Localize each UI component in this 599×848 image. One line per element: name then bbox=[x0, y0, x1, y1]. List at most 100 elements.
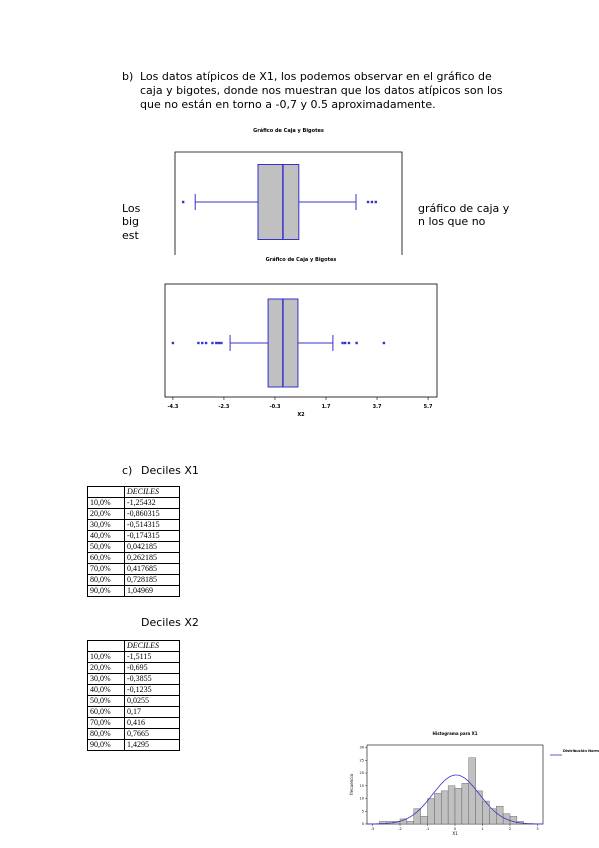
x-tick-label: 2 bbox=[509, 827, 511, 831]
table-row: 60,0% 0,262185 bbox=[87, 552, 180, 564]
histogram-bar bbox=[447, 785, 456, 825]
header-cell bbox=[87, 486, 125, 498]
table-row: 20,0% -0,695 bbox=[87, 662, 180, 674]
table-cell: 1,4295 bbox=[124, 739, 180, 751]
table-cell: 0,17 bbox=[124, 706, 180, 718]
outlier bbox=[374, 200, 377, 204]
y-tick-label: 5 bbox=[362, 809, 364, 813]
paragraph-line: Los datos atípicos de X1, los podemos ob… bbox=[140, 70, 492, 83]
outlier bbox=[343, 341, 347, 345]
section-title: Deciles X1 bbox=[141, 464, 199, 477]
table-row: 90,0% 1,4295 bbox=[87, 739, 180, 751]
table-cell: 90,0% bbox=[87, 739, 125, 751]
table-cell: 60,0% bbox=[87, 552, 125, 564]
legend-label: Distribución Normal bbox=[563, 749, 599, 753]
outlier bbox=[217, 341, 221, 345]
y-tick-label: 10 bbox=[360, 797, 364, 801]
normal-curve bbox=[367, 774, 544, 825]
y-tick-label: 20 bbox=[360, 771, 364, 775]
table-cell: 0,416 bbox=[124, 717, 180, 729]
table-cell: -0,174315 bbox=[124, 530, 180, 542]
histogram-bar bbox=[454, 788, 463, 825]
text-fragment: est bbox=[122, 229, 139, 242]
x-tick-label: -0.3 bbox=[270, 404, 281, 410]
histogram-bar bbox=[406, 821, 414, 825]
x-tick-label: 5.7 bbox=[424, 404, 433, 410]
table-row: 40,0% -0,1235 bbox=[87, 684, 180, 696]
table-cell: 0,7665 bbox=[124, 728, 180, 740]
header-row: DECILES bbox=[87, 640, 180, 652]
table-cell: -1,5115 bbox=[124, 651, 180, 663]
table-cell: 60,0% bbox=[87, 706, 125, 718]
header-cell bbox=[87, 640, 125, 652]
table-cell: -0,3855 bbox=[124, 673, 180, 685]
histogram-bar bbox=[475, 790, 483, 825]
table-cell: 80,0% bbox=[87, 728, 125, 740]
table-row: 30,0% -0,514315 bbox=[87, 519, 180, 531]
y-tick-label: 0 bbox=[362, 822, 364, 826]
histogram-bar bbox=[509, 816, 518, 825]
table-cell: 90,0% bbox=[87, 585, 125, 597]
table-cell: 20,0% bbox=[87, 508, 125, 520]
table-cell: -0,1235 bbox=[124, 684, 180, 696]
outlier bbox=[220, 341, 223, 345]
outlier bbox=[181, 200, 185, 204]
outlier bbox=[382, 341, 386, 345]
table-cell: 10,0% bbox=[87, 497, 125, 509]
table-row: 70,0% 0,417685 bbox=[87, 563, 180, 575]
x-tick-label: 3 bbox=[536, 827, 538, 831]
outlier bbox=[347, 341, 351, 345]
outlier bbox=[201, 341, 204, 345]
histogram-bar bbox=[441, 790, 449, 825]
table-row: 70,0% 0,416 bbox=[87, 717, 180, 729]
paragraph-line: caja y bigotes, donde nos muestran que l… bbox=[140, 84, 503, 97]
table-row: 10,0% -1,25432 bbox=[87, 497, 180, 509]
x-tick-label: -3 bbox=[371, 827, 375, 831]
histogram-bar bbox=[399, 818, 408, 825]
table-cell: 10,0% bbox=[87, 651, 125, 663]
x-tick-label: -2 bbox=[398, 827, 402, 831]
table-row: 80,0% 0,728185 bbox=[87, 574, 180, 586]
table-cell: 50,0% bbox=[87, 695, 125, 707]
x-tick-label: 3.7 bbox=[373, 404, 382, 410]
histogram-bar bbox=[413, 808, 421, 825]
table-cell: 0,417685 bbox=[124, 563, 180, 575]
section-title: Deciles X2 bbox=[141, 616, 199, 629]
table-cell: 0,042185 bbox=[124, 541, 180, 553]
table-row: 50,0% 0,0255 bbox=[87, 695, 180, 707]
outlier bbox=[171, 341, 175, 345]
x-tick-label: -4.3 bbox=[167, 404, 178, 410]
table-cell: 70,0% bbox=[87, 563, 125, 575]
y-axis-label: frecuencia bbox=[349, 773, 354, 794]
x-axis-label: X1 bbox=[452, 831, 458, 836]
section-label: c) bbox=[122, 464, 132, 477]
histogram-bar bbox=[489, 808, 497, 825]
outlier bbox=[370, 200, 374, 204]
table-cell: 40,0% bbox=[87, 684, 125, 696]
box bbox=[257, 164, 300, 240]
y-tick-label: 25 bbox=[360, 758, 364, 762]
deciles-table: DECILES 10,0% -1,5115 20,0% -0,695 30,0% -0,38… bbox=[87, 640, 180, 751]
table-cell: 80,0% bbox=[87, 574, 125, 586]
table-row: 10,0% -1,5115 bbox=[87, 651, 180, 663]
text-fragment: n los que no bbox=[418, 215, 486, 228]
text-fragment: Los bbox=[122, 202, 141, 215]
x-tick-label: 0 bbox=[454, 827, 456, 831]
chart-title: Histograma para X1 bbox=[432, 731, 477, 736]
table-row: 50,0% 0,042185 bbox=[87, 541, 180, 553]
x-tick-label: -1 bbox=[426, 827, 430, 831]
table-cell: 20,0% bbox=[87, 662, 125, 674]
table-cell: -0,860315 bbox=[124, 508, 180, 520]
table-row: 60,0% 0,17 bbox=[87, 706, 180, 718]
text-fragment: big bbox=[122, 215, 139, 228]
x-tick-label: 1 bbox=[481, 827, 483, 831]
histogram-bar bbox=[434, 793, 442, 825]
histogram-bar bbox=[468, 757, 476, 825]
section-label: b) bbox=[122, 70, 133, 83]
table-cell: 70,0% bbox=[87, 717, 125, 729]
histogram-bar bbox=[461, 783, 469, 825]
table-row: 40,0% -0,174315 bbox=[87, 530, 180, 542]
table-row: 30,0% -0,3855 bbox=[87, 673, 180, 685]
histogram-bar bbox=[427, 798, 435, 825]
